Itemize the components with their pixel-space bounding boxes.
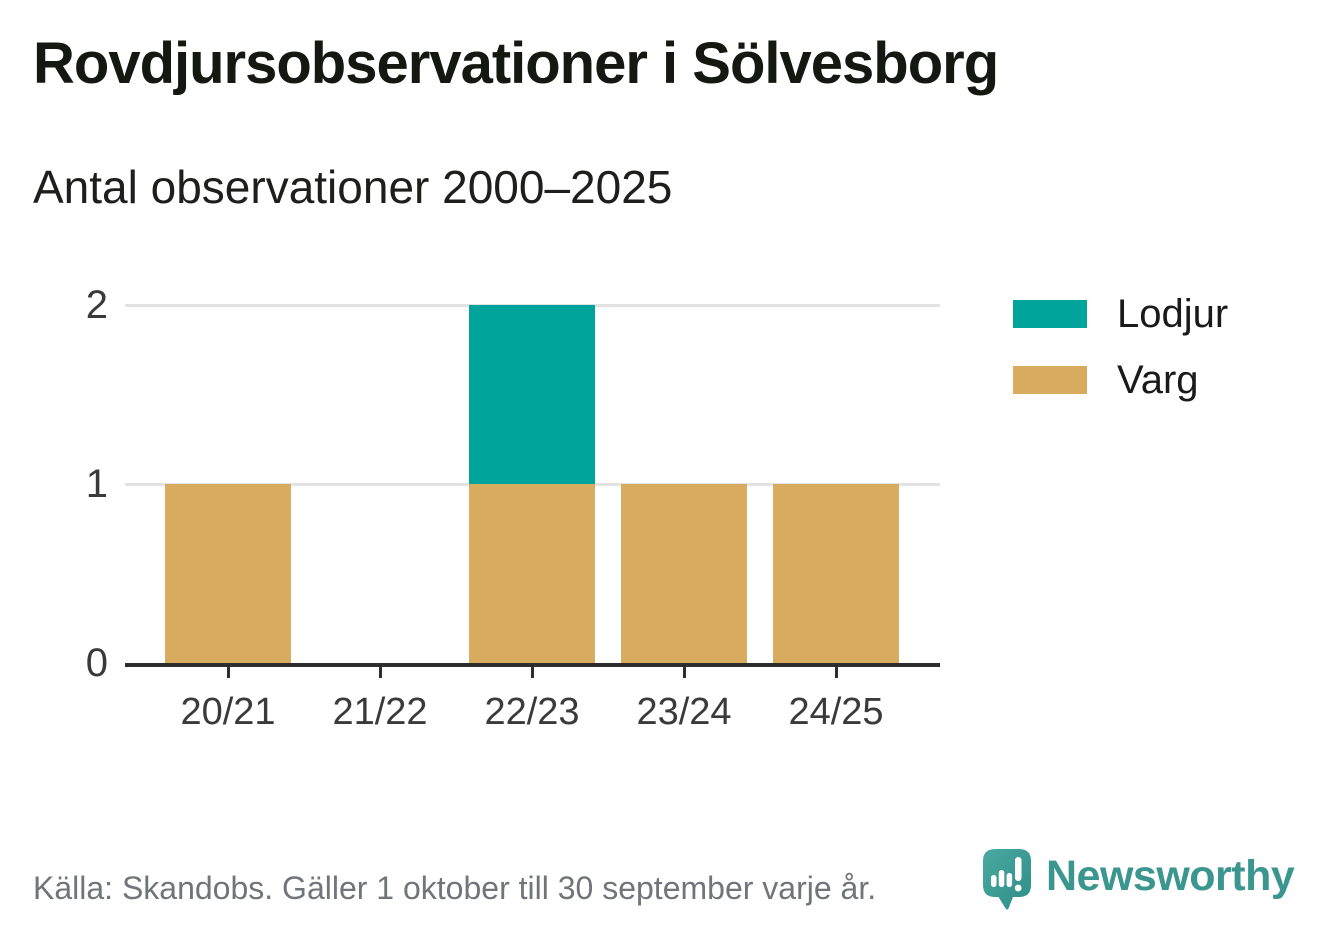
y-tick-label: 0: [85, 641, 108, 685]
x-tick: [682, 667, 686, 678]
x-tick: [378, 667, 382, 678]
chart-subtitle: Antal observationer 2000–2025: [33, 161, 673, 213]
brand: Newsworthy: [982, 848, 1295, 912]
x-tick-label: 23/24: [636, 691, 732, 733]
bar-segment: [469, 484, 595, 663]
legend-item: Varg: [1013, 360, 1228, 400]
bar-segment: [621, 484, 747, 663]
x-tick-label: 20/21: [180, 691, 276, 733]
legend-item: Lodjur: [1013, 294, 1228, 334]
brand-name: Newsworthy: [1046, 851, 1295, 900]
x-tick-label: 24/25: [788, 691, 884, 733]
x-tick: [834, 667, 838, 678]
x-tick: [530, 667, 534, 678]
chart-title: Rovdjursobservationer i Sölvesborg: [33, 31, 999, 96]
newsworthy-logo-icon: [983, 849, 1031, 910]
legend-label: Lodjur: [1117, 292, 1229, 336]
y-tick-label: 2: [85, 283, 108, 327]
x-axis-line: [125, 663, 940, 667]
bar-segment: [469, 305, 595, 484]
bar-segment: [773, 484, 899, 663]
x-tick-label: 22/23: [484, 691, 580, 733]
legend-swatch: [1013, 300, 1087, 328]
x-tick: [226, 667, 230, 678]
legend-label: Varg: [1117, 358, 1199, 402]
bar-segment: [165, 484, 291, 663]
legend-swatch: [1013, 366, 1087, 394]
y-tick-label: 1: [85, 462, 108, 506]
legend: Lodjur Varg: [1013, 294, 1228, 426]
source-note: Källa: Skandobs. Gäller 1 oktober till 3…: [33, 870, 877, 906]
x-tick-label: 21/22: [332, 691, 428, 733]
